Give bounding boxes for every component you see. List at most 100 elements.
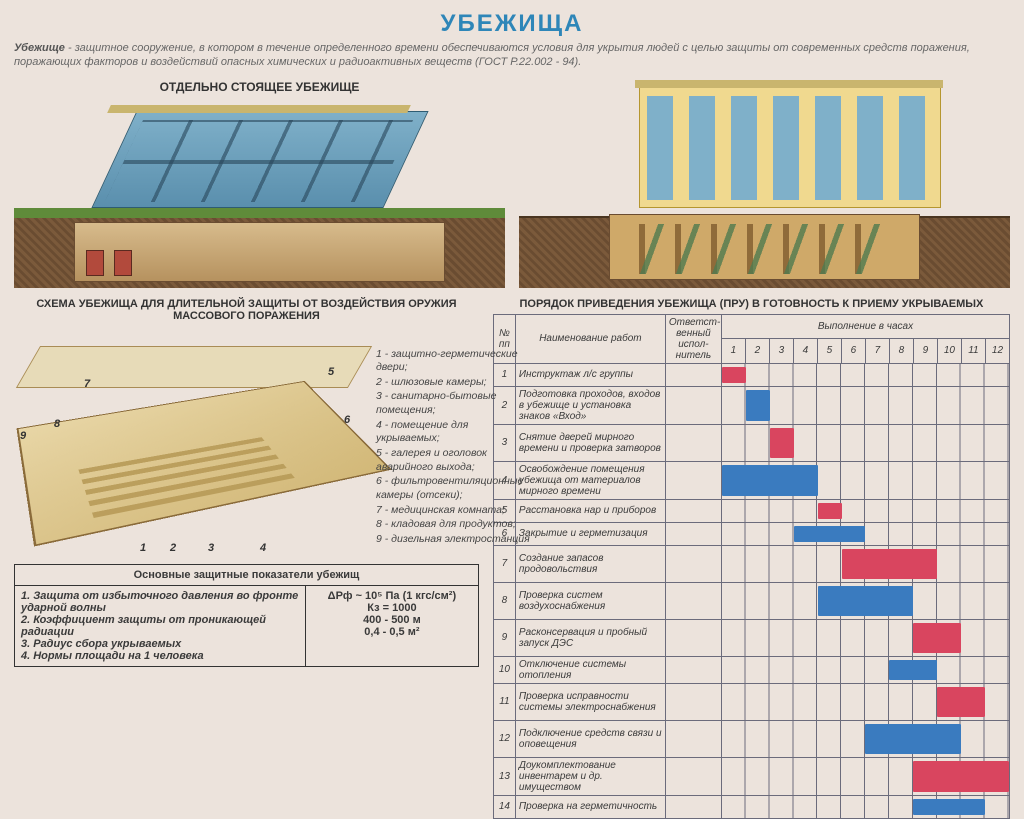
- gantt-row-task: Отключение системы отопления: [515, 656, 665, 683]
- indicator-value: ΔPф ~ 10⁵ Па (1 кгс/см²): [312, 590, 472, 602]
- gantt-row-task: Расконсервация и пробный запуск ДЭС: [515, 619, 665, 656]
- gantt-row-task: Освобождение помещения убежища от матери…: [515, 461, 665, 499]
- subtitle-text: - защитное сооружение, в котором в течен…: [14, 42, 970, 68]
- gantt-bar: [889, 660, 937, 680]
- gantt-row-bars: [721, 499, 1009, 522]
- gantt-row-task: Расстановка нар и приборов: [515, 499, 665, 522]
- indicator-value: 0,4 - 0,5 м²: [312, 626, 472, 638]
- gantt-row-resp: [665, 424, 721, 461]
- gantt-row-bars: [721, 582, 1009, 619]
- gantt-row-resp: [665, 499, 721, 522]
- gantt-hour-header: 8: [889, 339, 913, 364]
- page-title: УБЕЖИЩА: [14, 10, 1010, 38]
- indicator-value: 400 - 500 м: [312, 614, 472, 626]
- scheme-callout: 6: [344, 414, 350, 426]
- gantt-row-bars: [721, 795, 1009, 818]
- legend-item: 4 - помещение для укрываемых;: [376, 419, 534, 446]
- indicator-value: Кз = 1000: [312, 602, 472, 614]
- indicator-row: 4. Нормы площади на 1 человека: [21, 650, 299, 662]
- gantt-row-resp: [665, 656, 721, 683]
- gantt-row-bars: [721, 461, 1009, 499]
- gantt-hour-header: 4: [793, 339, 817, 364]
- scheme-callout: 9: [20, 430, 26, 442]
- gantt-row-resp: [665, 545, 721, 582]
- gantt-row-resp: [665, 757, 721, 795]
- freestanding-illustration: [14, 98, 505, 288]
- gantt-bar: [746, 390, 770, 421]
- gantt-row-task: Закрытие и герметизация: [515, 522, 665, 545]
- gantt-row-num: 14: [493, 795, 515, 818]
- gantt-row-resp: [665, 386, 721, 424]
- gantt-row-resp: [665, 522, 721, 545]
- gantt-row-resp: [665, 582, 721, 619]
- gantt-col-task: Наименование работ: [515, 314, 665, 363]
- gantt-row-num: 12: [493, 720, 515, 757]
- scheme-title: СХЕМА УБЕЖИЩА ДЛЯ ДЛИТЕЛЬНОЙ ЗАЩИТЫ ОТ В…: [14, 298, 479, 322]
- gantt-bar: [818, 503, 842, 519]
- gantt-row-resp: [665, 683, 721, 720]
- gantt-row-bars: [721, 522, 1009, 545]
- legend-item: 1 - защитно-герметические двери;: [376, 348, 534, 375]
- legend-item: 2 - шлюзовые камеры;: [376, 376, 534, 390]
- gantt-hour-header: 3: [769, 339, 793, 364]
- gantt-row-num: 13: [493, 757, 515, 795]
- gantt-row-num: 9: [493, 619, 515, 656]
- legend-item: 6 - фильтровентиляционные камеры (отсеки…: [376, 475, 534, 502]
- gantt-row-num: 7: [493, 545, 515, 582]
- gantt-row-num: 10: [493, 656, 515, 683]
- gantt-bar: [794, 526, 866, 542]
- gantt-hour-header: 1: [721, 339, 745, 364]
- gantt-chart: № пп Наименование работ Ответст-венный и…: [493, 314, 1010, 819]
- gantt-row-task: Подключение средств связи и оповещения: [515, 720, 665, 757]
- gantt-row-resp: [665, 795, 721, 818]
- gantt-hour-header: 9: [913, 339, 937, 364]
- gantt-bar: [913, 761, 1009, 792]
- gantt-bar: [818, 586, 914, 616]
- gantt-row-bars: [721, 720, 1009, 757]
- gantt-col-resp: Ответст-венный испол-нитель: [665, 314, 721, 363]
- scheme-callout: 8: [54, 418, 60, 430]
- gantt-row-bars: [721, 656, 1009, 683]
- indicator-row: 2. Коэффициент защиты от проникающей рад…: [21, 614, 299, 638]
- gantt-bar: [722, 465, 818, 496]
- gantt-row-task: Инструктаж л/с группы: [515, 363, 665, 386]
- freestanding-title: ОТДЕЛЬНО СТОЯЩЕЕ УБЕЖИЩЕ: [14, 80, 505, 94]
- gantt-hour-header: 2: [745, 339, 769, 364]
- gantt-bar: [913, 623, 961, 653]
- gantt-row-task: Подготовка проходов, входов в убежище и …: [515, 386, 665, 424]
- gantt-row-num: 11: [493, 683, 515, 720]
- gantt-hour-header: 10: [937, 339, 961, 364]
- scheme-legend: 1 - защитно-герметические двери;2 - шлюз…: [376, 348, 534, 548]
- gantt-row-bars: [721, 424, 1009, 461]
- scheme-callout: 7: [84, 378, 90, 390]
- legend-item: 5 - галерея и оголовок аварийного выхода…: [376, 447, 534, 474]
- gantt-row-bars: [721, 757, 1009, 795]
- gantt-row-bars: [721, 386, 1009, 424]
- gantt-hour-header: 7: [865, 339, 889, 364]
- legend-item: 8 - кладовая для продуктов;: [376, 518, 534, 532]
- gantt-hour-header: 12: [985, 339, 1009, 364]
- gantt-hour-header: 6: [841, 339, 865, 364]
- gantt-bar: [842, 549, 938, 579]
- scheme-callout: 1: [140, 542, 146, 554]
- scheme-callout: 2: [170, 542, 176, 554]
- gantt-row-task: Создание запасов продовольствия: [515, 545, 665, 582]
- gantt-row-task: Доукомплектование инвентарем и др. имуще…: [515, 757, 665, 795]
- gantt-bar: [937, 687, 985, 717]
- gantt-row-resp: [665, 619, 721, 656]
- scheme-callout: 4: [260, 542, 266, 554]
- gantt-row-num: 8: [493, 582, 515, 619]
- legend-item: 3 - санитарно-бытовые помещения;: [376, 390, 534, 417]
- gantt-row-bars: [721, 545, 1009, 582]
- gantt-row-task: Снятие дверей мирного времени и проверка…: [515, 424, 665, 461]
- gantt-hour-header: 5: [817, 339, 841, 364]
- indicators-header: Основные защитные показатели убежищ: [15, 565, 478, 586]
- gantt-bar: [722, 367, 746, 383]
- scheme-diagram: 123456789 1 - защитно-герметические двер…: [14, 326, 479, 556]
- gantt-row-bars: [721, 619, 1009, 656]
- page-subtitle: Убежище - защитное сооружение, в котором…: [14, 42, 1010, 70]
- legend-item: 9 - дизельная электростанция: [376, 533, 534, 547]
- gantt-row-bars: [721, 683, 1009, 720]
- gantt-bar: [770, 428, 794, 458]
- gantt-row-bars: [721, 363, 1009, 386]
